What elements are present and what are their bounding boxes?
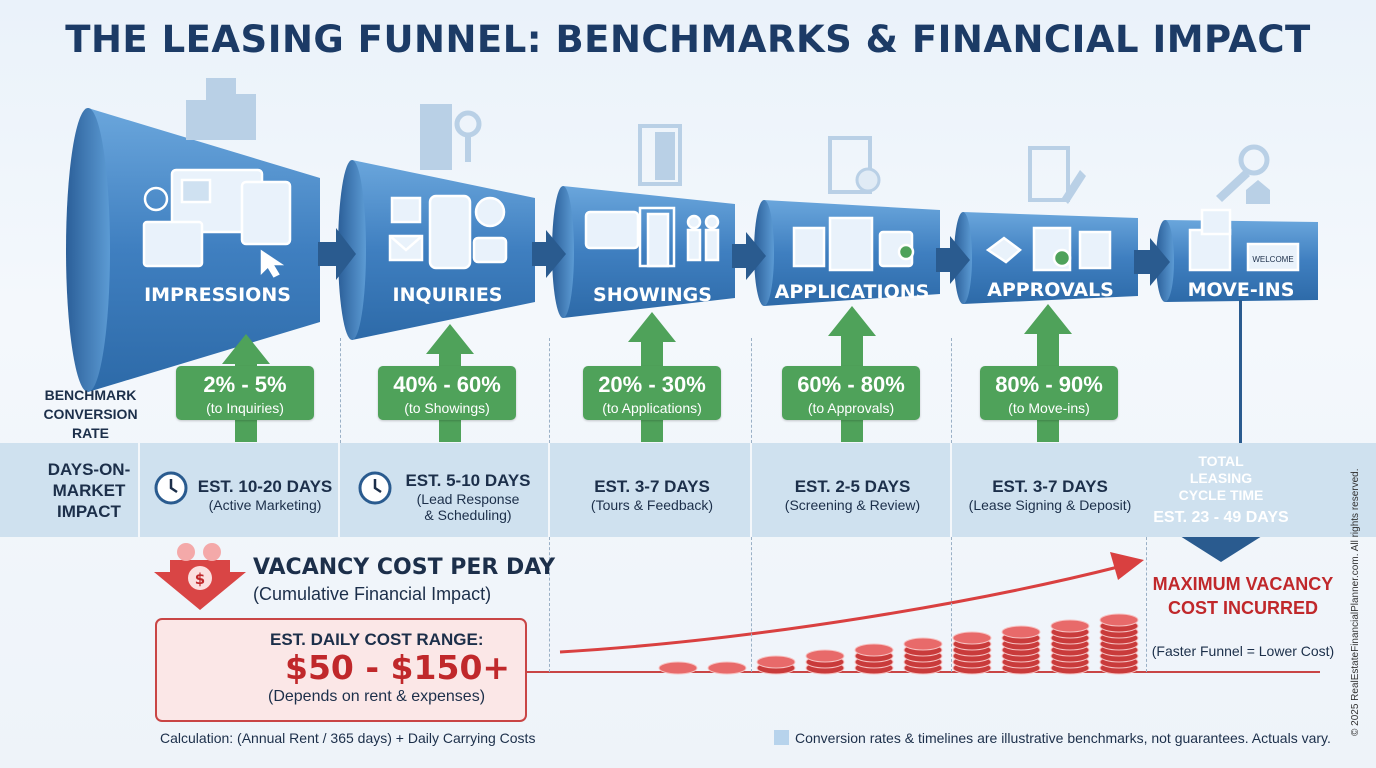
conversion-note: (to Applications) — [602, 400, 702, 416]
vacancy-subtitle: (Cumulative Financial Impact) — [253, 584, 492, 604]
stage-label-move-ins: MOVE-INS — [1187, 279, 1295, 301]
coin — [658, 661, 698, 675]
total-cycle-box: TOTAL LEASING CYCLE TIME EST. 23 - 49 DA… — [1148, 443, 1294, 535]
band-divider — [138, 443, 140, 537]
stage-divider — [549, 338, 550, 443]
coin — [805, 649, 845, 663]
stage-divider — [951, 537, 952, 672]
days-note: (Active Marketing) — [208, 497, 322, 513]
stage-divider — [751, 338, 752, 443]
stage-label-impressions: IMPRESSIONS — [144, 284, 291, 306]
coin-stack — [805, 649, 845, 675]
conversion-note: (to Approvals) — [807, 400, 895, 416]
coin-stack — [658, 661, 698, 675]
page-title: THE LEASING FUNNEL: BENCHMARKS & FINANCI… — [65, 18, 1311, 61]
stage-divider — [340, 338, 341, 443]
coin — [756, 655, 796, 669]
conversion-note: (to Move-ins) — [1008, 400, 1090, 416]
conversion-box-impressions: 2% - 5% (to Inquiries) — [176, 366, 314, 420]
stage-divider — [1146, 537, 1147, 672]
conversion-rate: 80% - 90% — [995, 372, 1103, 397]
days-note: (Lease Signing & Deposit) — [968, 497, 1132, 513]
stage-divider — [549, 537, 550, 672]
coin — [903, 637, 943, 651]
band-divider — [548, 443, 550, 537]
stage-label-approvals: APPROVALS — [987, 279, 1114, 301]
clock-icon — [358, 471, 392, 505]
copyright-text: © 2025 RealEstateFinancialPlanner.com. A… — [1350, 468, 1361, 736]
band-divider — [338, 443, 340, 537]
conversion-box-inquiries: 40% - 60% (to Showings) — [378, 366, 516, 420]
stage-label-inquiries: INQUIRIES — [392, 284, 503, 306]
conversion-note: (to Inquiries) — [206, 400, 284, 416]
stage-divider — [751, 537, 752, 672]
days-on-market-label: DAYS-ON- MARKET IMPACT — [47, 460, 131, 521]
background-icons — [186, 78, 1270, 204]
daily-cost-note: (Depends on rent & expenses) — [268, 688, 486, 705]
coin-stack — [854, 643, 894, 675]
days-note: (Screening & Review) — [784, 497, 921, 513]
coin-stack — [707, 661, 747, 675]
coin-stack — [903, 637, 943, 675]
coin — [1099, 613, 1139, 627]
disclaimer-text: Conversion rates & timelines are illustr… — [795, 730, 1331, 746]
conversion-rate: 20% - 30% — [598, 372, 706, 397]
band-divider — [950, 443, 952, 537]
days-approvals: EST. 3-7 DAYS (Lease Signing & Deposit) — [962, 477, 1138, 513]
conversion-rate: 40% - 60% — [393, 372, 501, 397]
daily-cost-value: $50 - $150+ — [285, 648, 511, 687]
conversion-box-applications: 60% - 80% (to Approvals) — [782, 366, 920, 420]
days-estimate: EST. 5-10 DAYS — [405, 471, 531, 490]
svg-text:$: $ — [195, 570, 205, 588]
cost-calculation: Calculation: (Annual Rent / 365 days) + … — [160, 730, 536, 746]
daily-cost-label: EST. DAILY COST RANGE: — [270, 630, 484, 649]
days-on-market-band — [0, 443, 1376, 537]
vacancy-down-arrow: $ — [154, 543, 246, 610]
coin-stack — [1001, 625, 1041, 675]
stage-icons — [142, 168, 1300, 278]
daily-cost-box — [155, 618, 527, 722]
coin-stack — [1099, 613, 1139, 675]
stage-divider — [951, 338, 952, 443]
days-estimate: EST. 3-7 DAYS — [594, 477, 710, 496]
disclaimer-swatch — [774, 730, 789, 745]
band-divider — [750, 443, 752, 537]
welcome-mat-text: WELCOME — [1252, 255, 1293, 264]
conversion-rate: 60% - 80% — [797, 372, 905, 397]
days-estimate: EST. 3-7 DAYS — [992, 477, 1108, 496]
coin-stack — [952, 631, 992, 675]
max-vacancy-label: MAXIMUM VACANCY COST INCURRED — [1152, 574, 1334, 618]
conversion-note: (to Showings) — [404, 400, 490, 416]
max-vacancy-note: (Faster Funnel = Lower Cost) — [1151, 643, 1335, 659]
conversion-box-approvals: 80% - 90% (to Move-ins) — [980, 366, 1118, 420]
days-estimate: EST. 10-20 DAYS — [197, 477, 333, 496]
coin-stack — [756, 655, 796, 675]
coin — [707, 661, 747, 675]
coin — [952, 631, 992, 645]
days-estimate: EST. 2-5 DAYS — [794, 477, 911, 496]
cost-trend-arrow — [559, 564, 1123, 654]
days-note: (Tours & Feedback) — [590, 497, 714, 513]
conversion-rate: 2% - 5% — [203, 372, 287, 397]
total-cycle-value: EST. 23 - 49 DAYS — [1153, 509, 1289, 526]
coin — [1050, 619, 1090, 633]
coin — [854, 643, 894, 657]
days-applications: EST. 2-5 DAYS (Screening & Review) — [770, 477, 935, 513]
stage-label-applications: APPLICATIONS — [774, 281, 930, 303]
total-cycle-label: TOTAL LEASING CYCLE TIME — [1178, 453, 1264, 503]
vacancy-title: VACANCY COST PER DAY — [253, 555, 556, 580]
stage-arrows — [318, 228, 1170, 286]
days-inquiries: EST. 5-10 DAYS (Lead Response & Scheduli… — [398, 471, 538, 523]
days-note: (Lead Response & Scheduling) — [416, 491, 520, 523]
coin — [1001, 625, 1041, 639]
clock-icon — [154, 471, 188, 505]
conversion-box-showings: 20% - 30% (to Applications) — [583, 366, 721, 420]
days-showings: EST. 3-7 DAYS (Tours & Feedback) — [572, 477, 732, 513]
coin-stacks — [658, 613, 1139, 675]
stage-label-showings: SHOWINGS — [593, 284, 712, 306]
move-ins-connector — [1239, 300, 1242, 446]
days-impressions: EST. 10-20 DAYS (Active Marketing) — [195, 477, 335, 513]
coin-stack — [1050, 619, 1090, 675]
benchmark-conversion-label: BENCHMARK CONVERSION RATE — [43, 387, 138, 441]
